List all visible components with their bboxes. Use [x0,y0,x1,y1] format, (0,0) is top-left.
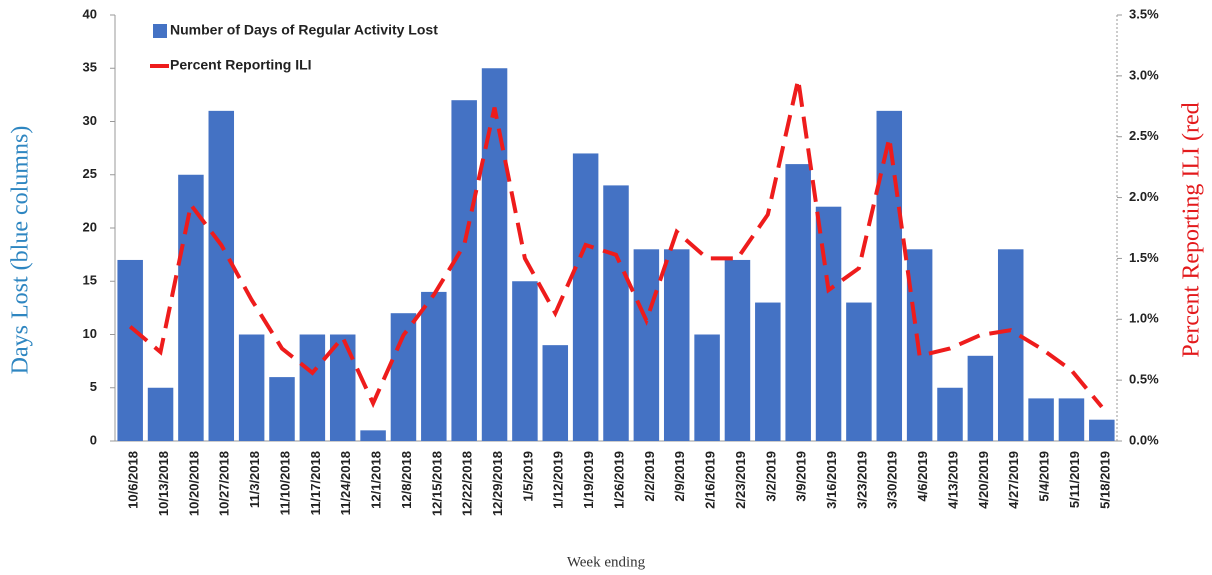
legend-label: Percent Reporting ILI [170,57,312,73]
x-tick-label: 2/2/2019 [642,451,657,502]
x-tick-label: 1/19/2019 [581,451,596,509]
x-tick-label: 1/12/2019 [551,451,566,509]
bar [937,387,963,441]
y2-tick-label: 0.0% [1129,432,1159,447]
y-tick-label: 5 [90,379,97,394]
bar [785,164,811,441]
x-tick-label: 11/24/2018 [338,451,353,515]
bar [147,387,174,441]
x-tick-label: 2/16/2019 [703,451,718,509]
y-tick-label: 30 [83,113,97,128]
bar [299,334,326,441]
x-tick-label: 4/13/2019 [945,451,960,509]
x-tick-label: 10/27/2018 [217,451,232,516]
bar [542,345,569,441]
y2-tick-label: 0.5% [1129,372,1159,387]
x-tick-label: 3/2/2019 [763,451,778,502]
x-tick-label: 11/17/2018 [308,451,323,515]
bar [269,377,295,441]
bar [1058,398,1085,441]
x-tick-label: 3/30/2019 [885,451,900,509]
bar [755,302,781,441]
bar [603,185,629,441]
bar [997,249,1024,441]
x-tick-label: 12/8/2018 [399,451,414,509]
bar [238,334,265,441]
y2-tick-label: 1.5% [1129,250,1159,265]
y-tick-label: 25 [83,166,97,181]
y2-tick-label: 1.0% [1129,311,1159,326]
x-tick-label: 3/23/2019 [854,451,869,509]
y-tick-label: 40 [83,6,97,21]
y2-tick-label: 2.5% [1129,128,1159,143]
bar [451,100,477,441]
bar [208,110,235,441]
y2-tick-label: 2.0% [1129,189,1159,204]
x-tick-label: 2/23/2019 [733,451,748,509]
x-tick-label: 12/29/2018 [490,451,505,516]
bar [663,249,690,441]
x-tick-label: 10/13/2018 [156,451,171,516]
y-tick-label: 20 [83,219,97,234]
y2-tick-label: 3.5% [1129,6,1159,21]
x-tick-label: 12/1/2018 [369,451,384,509]
line [128,79,1104,409]
x-tick-label: 2/9/2019 [672,451,687,502]
bar [572,153,599,441]
bar [1089,419,1115,441]
x-tick-label: 4/6/2019 [915,451,930,502]
bar [117,259,143,441]
bar [694,334,720,441]
bar [876,110,903,441]
y2-axis-label: Percent Reporting ILI (red [1179,102,1205,357]
legend-label: Number of Days of Regular Activity Lost [170,22,438,38]
x-tick-label: 3/9/2019 [794,451,809,502]
bar [724,259,751,441]
bar [512,281,538,441]
x-tick-label: 5/18/2019 [1097,451,1112,509]
x-tick-label: 3/16/2019 [824,451,839,509]
bar [815,206,842,441]
x-tick-label: 1/5/2019 [520,451,535,502]
x-axis-label: Week ending [567,554,646,570]
x-tick-label: 10/20/2018 [186,451,201,516]
bar [421,291,447,441]
x-tick-label: 12/15/2018 [429,451,444,516]
x-tick-label: 10/6/2018 [126,451,141,509]
legend-swatch [153,24,167,38]
x-tick-label: 4/20/2019 [976,451,991,509]
x-tick-label: 5/11/2019 [1067,451,1082,508]
bar [360,430,386,441]
bar [846,302,872,441]
bar [481,68,508,441]
x-tick-label: 11/10/2018 [277,451,292,515]
bar [1028,398,1054,441]
x-tick-label: 1/26/2019 [611,451,626,509]
bar [967,355,994,441]
x-tick-label: 5/4/2019 [1037,451,1052,502]
y-tick-label: 10 [83,326,97,341]
y2-tick-label: 3.0% [1129,67,1159,82]
y-tick-label: 0 [90,432,97,447]
x-tick-label: 4/27/2019 [1006,451,1021,509]
y-tick-label: 35 [83,60,97,75]
bar [633,249,660,441]
x-tick-label: 11/3/2018 [247,451,262,508]
y-axis-label: Days Lost (blue columns) [8,126,34,375]
x-tick-label: 12/22/2018 [460,451,475,516]
y-tick-label: 15 [83,273,97,288]
